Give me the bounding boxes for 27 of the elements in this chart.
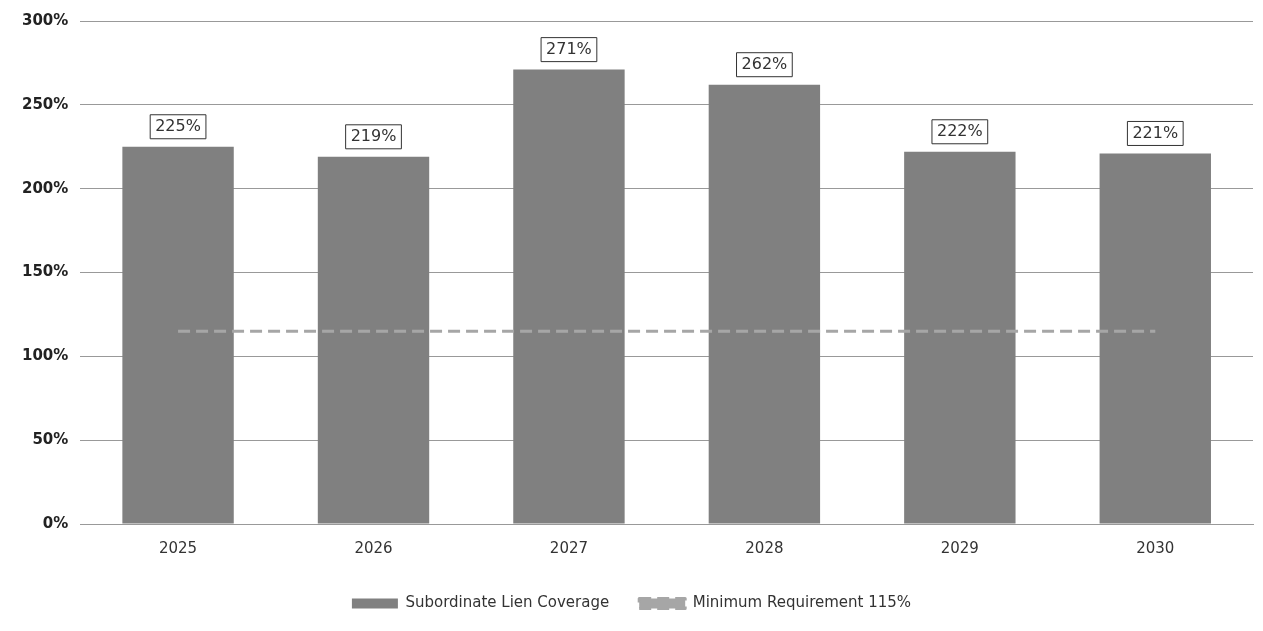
y-tick-label: 100% [22,346,69,365]
x-tick-label: 2026 [354,538,393,557]
data-label: 225% [155,115,201,135]
y-tick-label: 300% [22,10,69,29]
data-label: 219% [350,125,397,145]
legend-label: Minimum Requirement 115% [692,593,912,612]
bar [708,84,821,524]
x-tick-label: 2029 [940,538,979,557]
y-tick-label: 0% [42,513,69,532]
y-tick-label: 150% [22,262,69,281]
data-label: 221% [1132,122,1179,142]
bar [317,156,430,524]
legend-label: Subordinate Lien Coverage [405,593,610,612]
bar [904,151,1016,524]
y-tick-label: 200% [22,178,69,197]
bar [1099,153,1211,524]
data-label: 222% [936,120,983,140]
x-tick-label: 2027 [549,538,589,557]
data-label: 262% [741,53,788,73]
x-tick-label: 2030 [1136,538,1175,557]
data-label: 271% [546,38,592,58]
x-tick-label: 2028 [745,538,784,557]
y-tick-label: 50% [32,430,69,449]
bar [122,146,234,524]
x-tick-label: 2025 [158,538,198,557]
bar [513,69,625,524]
y-tick-label: 250% [22,94,69,113]
